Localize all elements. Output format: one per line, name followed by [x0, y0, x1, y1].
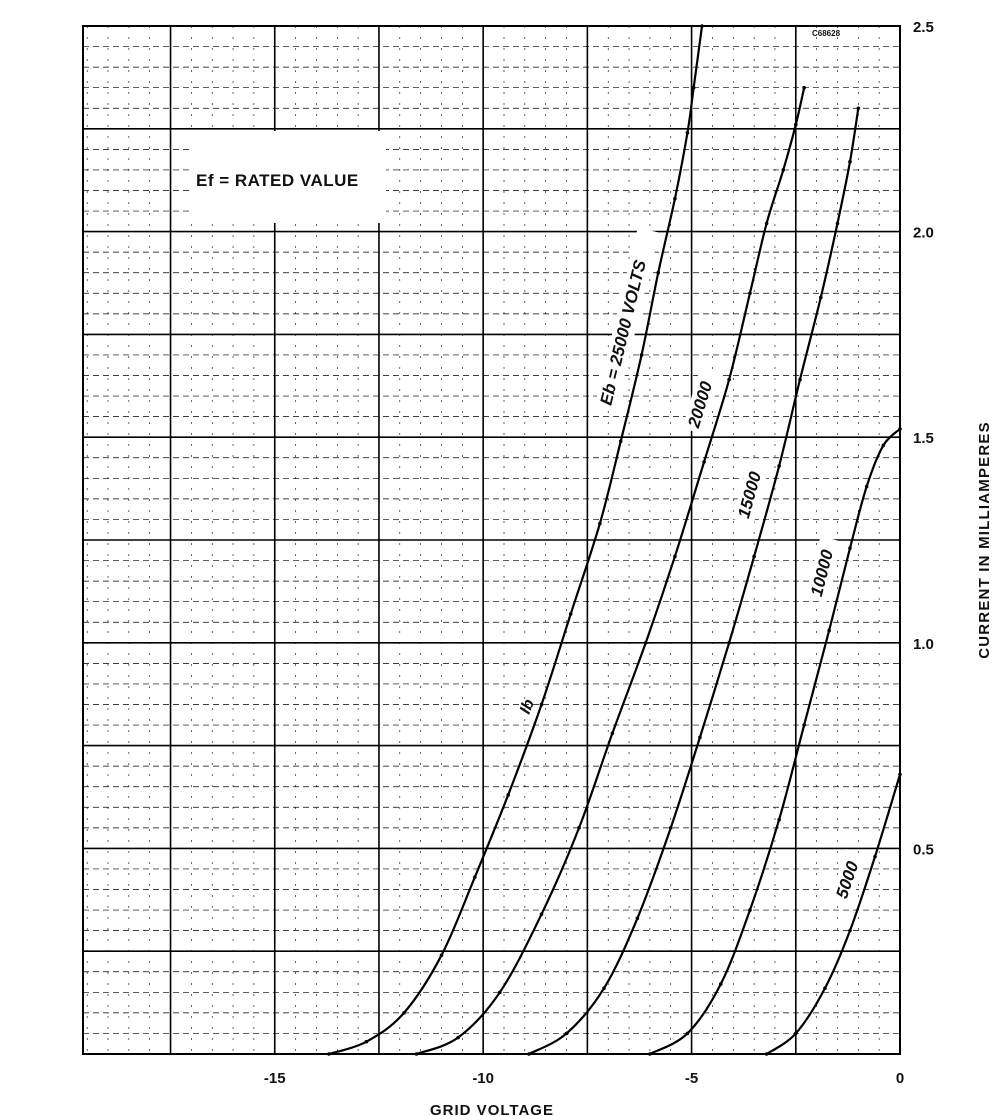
- series-point: [898, 772, 902, 777]
- series-point: [864, 484, 869, 489]
- series-point: [577, 826, 581, 830]
- series-label-bg: [732, 458, 771, 525]
- series-point: [648, 1052, 652, 1056]
- series-point: [656, 270, 661, 275]
- series-label-bg: [594, 227, 660, 412]
- series-point: [635, 916, 640, 921]
- series-point: [764, 221, 769, 226]
- series-line-1: [328, 25, 704, 1056]
- series-point: [835, 221, 840, 226]
- series-point: [456, 1035, 460, 1040]
- series-point: [727, 377, 731, 382]
- series-point: [819, 295, 823, 300]
- tick-labels: -15 -10 -5 0 0.5 1.0 1.5 2.0 2.5: [264, 19, 934, 1087]
- series-point: [793, 122, 798, 127]
- series-point: [685, 131, 690, 135]
- series-line-3: [528, 108, 860, 1055]
- series-point: [823, 986, 827, 991]
- series-point: [802, 723, 806, 727]
- series-label-bg: [805, 536, 842, 603]
- series-label-bg: [830, 849, 868, 906]
- series-point: [639, 353, 644, 357]
- y-axis-label: CURRENT IN MILLIAMPERES: [976, 421, 993, 659]
- series-point: [414, 1052, 419, 1056]
- series-point: [673, 554, 677, 559]
- series-label: Eb = 25000 VOLTS: [597, 258, 650, 407]
- series-line-5: [765, 774, 902, 1055]
- series-point: [752, 554, 756, 559]
- plot-frame: [82, 25, 901, 1055]
- series-point: [602, 986, 606, 991]
- series-point: [364, 1039, 369, 1044]
- series-point: [873, 854, 877, 859]
- y-tick-label: 0.5: [913, 841, 934, 858]
- series-point: [727, 641, 731, 645]
- x-axis-label: GRID VOLTAGE: [430, 1102, 554, 1116]
- y-tick-label: 2.0: [913, 225, 934, 242]
- series-point: [327, 1052, 331, 1056]
- series-point: [539, 912, 544, 916]
- series-point: [643, 641, 648, 645]
- series-point: [881, 443, 886, 448]
- x-tick-label: -10: [472, 1070, 494, 1087]
- series-point: [802, 85, 806, 90]
- series-point: [473, 875, 477, 879]
- drawing-number: C68628: [812, 29, 841, 38]
- series-label-bg: [682, 367, 722, 435]
- series-point: [848, 928, 852, 933]
- filament-annotation: Ef = RATED VALUE: [196, 171, 359, 190]
- series-point: [848, 546, 852, 551]
- series-point: [698, 735, 702, 740]
- x-tick-label: -5: [685, 1070, 698, 1087]
- series-point: [764, 1052, 769, 1056]
- y-tick-label: 1.5: [913, 430, 934, 447]
- series-point: [539, 702, 544, 707]
- series-point: [748, 291, 752, 296]
- series-point: [777, 817, 781, 822]
- series-point: [439, 953, 444, 958]
- series-point: [777, 464, 781, 468]
- plot-border: [82, 25, 901, 1055]
- series-point: [618, 439, 623, 444]
- series-point: [673, 196, 677, 201]
- y-tick-label: 2.5: [913, 19, 934, 36]
- x-tick-label: -15: [264, 1070, 286, 1087]
- series-point: [702, 460, 706, 464]
- annotation-box-layer: [190, 131, 386, 223]
- series-point: [718, 982, 723, 986]
- filament-label-box: [190, 131, 386, 223]
- series-point: [898, 427, 902, 431]
- series-point: [827, 628, 831, 633]
- series-point: [691, 85, 696, 90]
- series-point: [564, 1031, 569, 1036]
- series-point: [793, 1031, 798, 1036]
- series-point: [748, 908, 752, 912]
- x-tick-label: 0: [896, 1070, 904, 1087]
- current-symbol-label: Ib: [517, 697, 538, 717]
- series-point: [498, 990, 502, 995]
- series-point: [668, 826, 673, 830]
- series-point: [610, 731, 615, 736]
- y-tick-label: 1.0: [913, 636, 934, 653]
- series-line-2: [416, 87, 806, 1056]
- series-point: [685, 1031, 690, 1036]
- series-point: [781, 168, 786, 172]
- series-point: [798, 377, 802, 382]
- series-point: [700, 24, 704, 28]
- series-point: [527, 1052, 531, 1056]
- series-point: [848, 159, 852, 164]
- series-point: [598, 521, 602, 526]
- series-point: [568, 612, 573, 616]
- series-point: [506, 793, 510, 797]
- series-point: [856, 106, 861, 111]
- series-point: [402, 1011, 406, 1015]
